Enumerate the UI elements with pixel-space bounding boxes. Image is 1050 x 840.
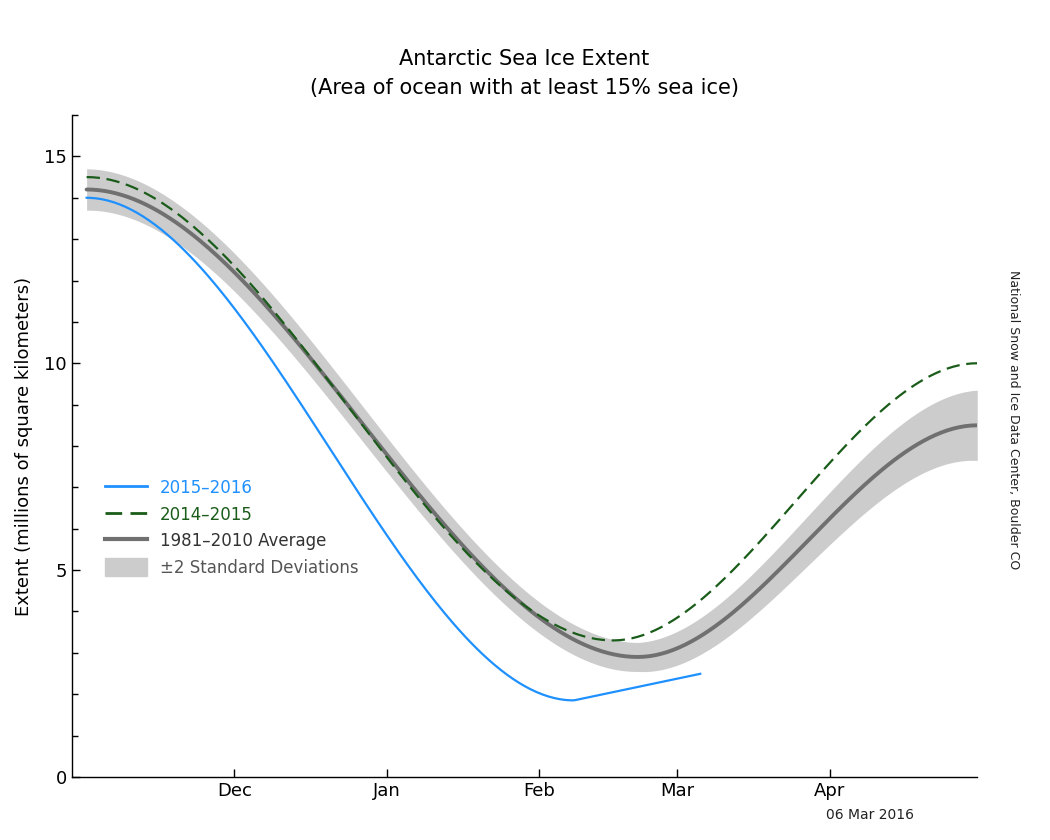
Text: National Snow and Ice Data Center, Boulder CO: National Snow and Ice Data Center, Bould… [1007, 270, 1020, 570]
Y-axis label: Extent (millions of square kilometers): Extent (millions of square kilometers) [15, 276, 33, 616]
Text: 06 Mar 2016: 06 Mar 2016 [825, 807, 914, 822]
Title: Antarctic Sea Ice Extent
(Area of ocean with at least 15% sea ice): Antarctic Sea Ice Extent (Area of ocean … [310, 49, 739, 98]
Legend: 2015–2016, 2014–2015, 1981–2010 Average, ±2 Standard Deviations: 2015–2016, 2014–2015, 1981–2010 Average,… [99, 472, 365, 583]
